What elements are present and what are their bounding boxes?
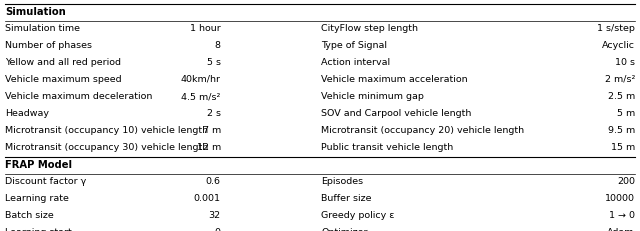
Text: Acyclic: Acyclic — [602, 41, 635, 50]
Text: Learning start: Learning start — [5, 228, 72, 231]
Text: Microtransit (occupancy 10) vehicle length: Microtransit (occupancy 10) vehicle leng… — [5, 126, 208, 135]
Text: Simulation: Simulation — [5, 7, 66, 17]
Text: Type of Signal: Type of Signal — [321, 41, 387, 50]
Text: Yellow and all red period: Yellow and all red period — [5, 58, 121, 67]
Text: 2 m/s²: 2 m/s² — [605, 75, 635, 84]
Text: 1 → 0: 1 → 0 — [609, 211, 635, 220]
Text: Vehicle maximum acceleration: Vehicle maximum acceleration — [321, 75, 468, 84]
Text: 10 s: 10 s — [615, 58, 635, 67]
Text: Discount factor γ: Discount factor γ — [5, 177, 86, 186]
Text: Episodes: Episodes — [321, 177, 364, 186]
Text: 8: 8 — [215, 41, 221, 50]
Text: FRAP Model: FRAP Model — [5, 160, 72, 170]
Text: Vehicle maximum deceleration: Vehicle maximum deceleration — [5, 92, 152, 101]
Text: SOV and Carpool vehicle length: SOV and Carpool vehicle length — [321, 109, 472, 118]
Text: 0: 0 — [215, 228, 221, 231]
Text: 0.001: 0.001 — [194, 194, 221, 203]
Text: Optimizer: Optimizer — [321, 228, 368, 231]
Text: Simulation time: Simulation time — [5, 24, 80, 33]
Text: 2 s: 2 s — [207, 109, 221, 118]
Text: 5 m: 5 m — [616, 109, 635, 118]
Text: 1 s/step: 1 s/step — [597, 24, 635, 33]
Text: Vehicle maximum speed: Vehicle maximum speed — [5, 75, 122, 84]
Text: Buffer size: Buffer size — [321, 194, 372, 203]
Text: Microtransit (occupancy 20) vehicle length: Microtransit (occupancy 20) vehicle leng… — [321, 126, 524, 135]
Text: 2.5 m: 2.5 m — [607, 92, 635, 101]
Text: 12 m: 12 m — [196, 143, 221, 152]
Text: 9.5 m: 9.5 m — [607, 126, 635, 135]
Text: Microtransit (occupancy 30) vehicle length: Microtransit (occupancy 30) vehicle leng… — [5, 143, 209, 152]
Text: Batch size: Batch size — [5, 211, 54, 220]
Text: Greedy policy ε: Greedy policy ε — [321, 211, 395, 220]
Text: Vehicle minimum gap: Vehicle minimum gap — [321, 92, 424, 101]
Text: 0.6: 0.6 — [206, 177, 221, 186]
Text: 10000: 10000 — [605, 194, 635, 203]
Text: 32: 32 — [209, 211, 221, 220]
Text: Learning rate: Learning rate — [5, 194, 69, 203]
Text: 200: 200 — [617, 177, 635, 186]
Text: 4.5 m/s²: 4.5 m/s² — [181, 92, 221, 101]
Text: CityFlow step length: CityFlow step length — [321, 24, 419, 33]
Text: Action interval: Action interval — [321, 58, 390, 67]
Text: 5 s: 5 s — [207, 58, 221, 67]
Text: 1 hour: 1 hour — [190, 24, 221, 33]
Text: Adam: Adam — [607, 228, 635, 231]
Text: 15 m: 15 m — [611, 143, 635, 152]
Text: Number of phases: Number of phases — [5, 41, 92, 50]
Text: 7 m: 7 m — [202, 126, 221, 135]
Text: 40km/hr: 40km/hr — [180, 75, 221, 84]
Text: Headway: Headway — [5, 109, 49, 118]
Text: Public transit vehicle length: Public transit vehicle length — [321, 143, 454, 152]
